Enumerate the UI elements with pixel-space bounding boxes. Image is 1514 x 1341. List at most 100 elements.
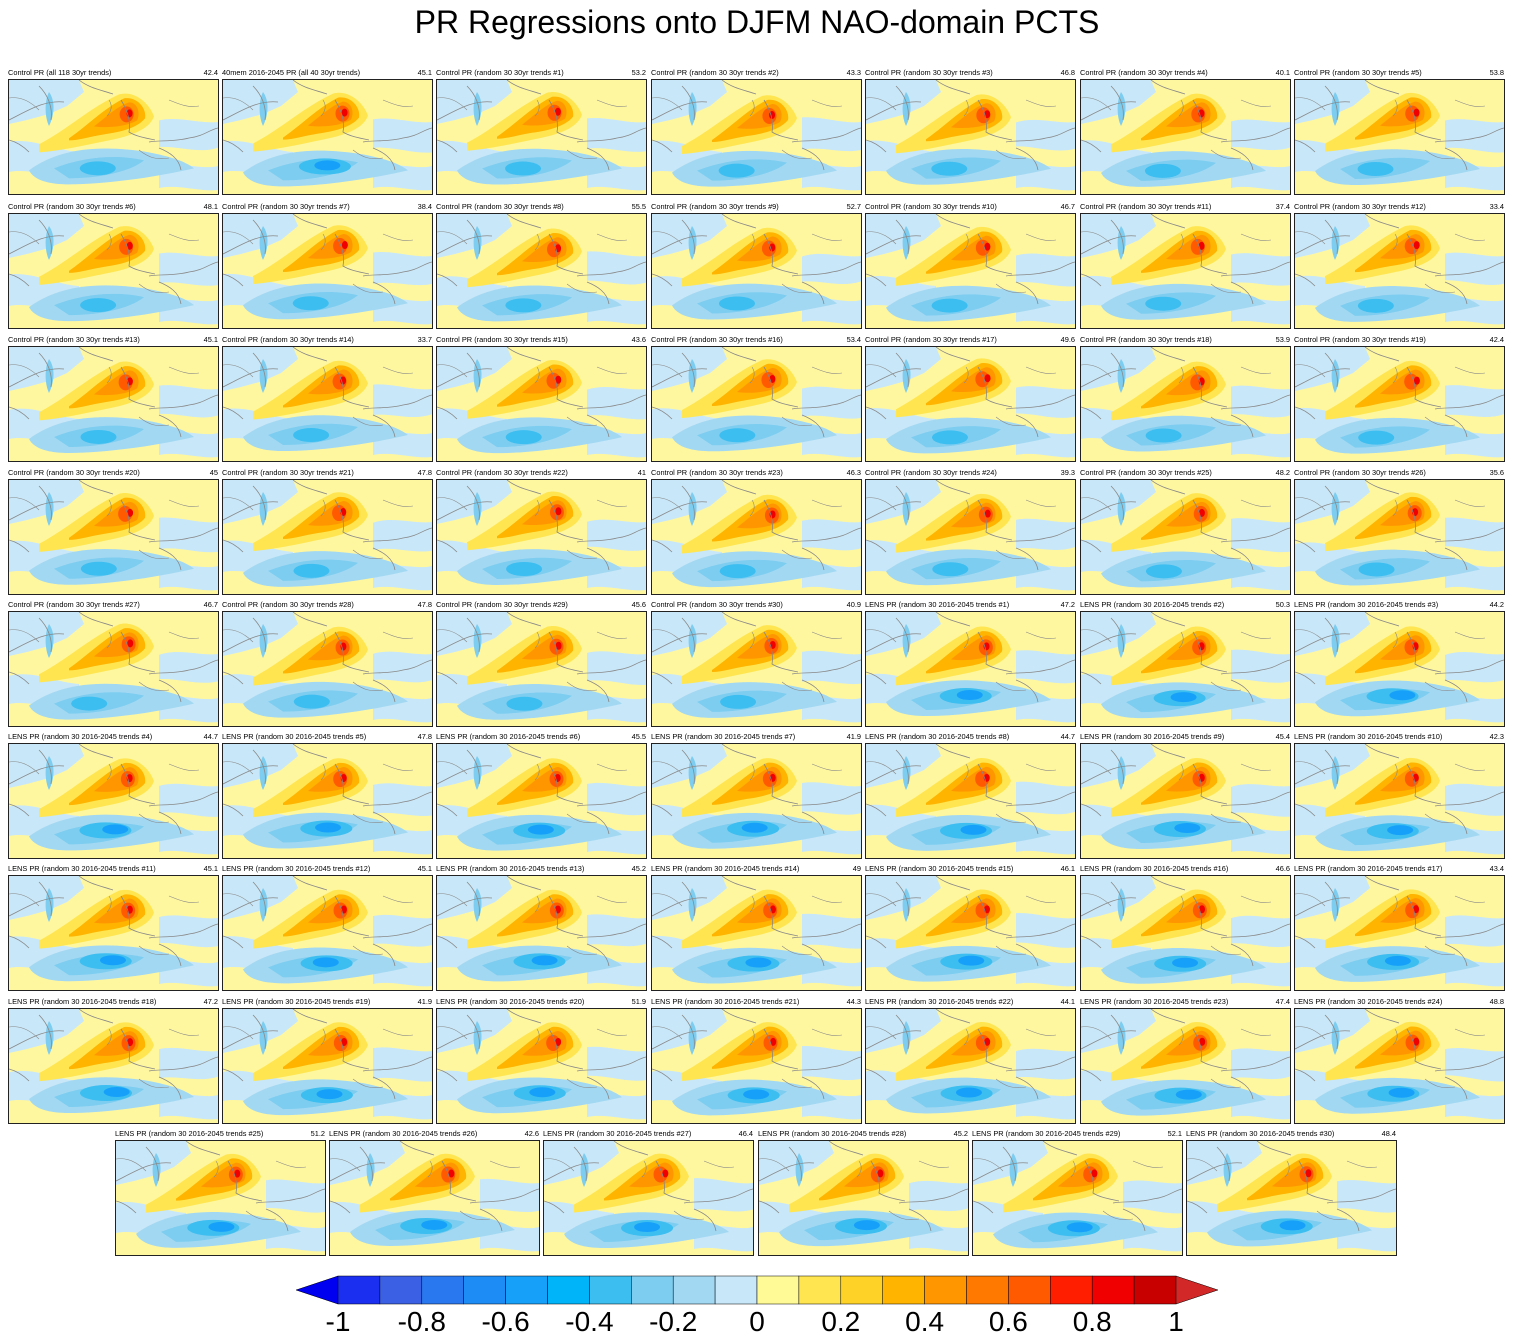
panel-title: LENS PR (random 30 2016-2045 trends #1) bbox=[865, 600, 1010, 609]
regression-map-field bbox=[9, 612, 218, 726]
map-panel: LENS PR (random 30 2016-2045 trends #8) 4… bbox=[865, 730, 1076, 859]
panel-value: 52.7 bbox=[846, 202, 861, 211]
colorbar-swatch bbox=[337, 1275, 381, 1305]
panel-title: Control PR (random 30 30yr trends #25) bbox=[1080, 468, 1212, 477]
panel-title: LENS PR (random 30 2016-2045 trends #8) bbox=[865, 732, 1010, 741]
regression-map bbox=[222, 79, 433, 195]
panel-value: 46.1 bbox=[1060, 864, 1075, 873]
regression-map bbox=[8, 611, 219, 727]
regression-map bbox=[865, 1008, 1076, 1124]
regression-map bbox=[8, 875, 219, 991]
regression-map-field bbox=[330, 1141, 539, 1255]
colorbar-swatch bbox=[589, 1275, 632, 1305]
regression-map-field bbox=[1081, 80, 1290, 194]
map-panel: Control PR (random 30 30yr trends #19) 42… bbox=[1294, 333, 1505, 462]
panel-title: LENS PR (random 30 2016-2045 trends #13) bbox=[436, 864, 585, 873]
map-panel: LENS PR (random 30 2016-2045 trends #23)… bbox=[1080, 995, 1291, 1124]
panel-header: LENS PR (random 30 2016-2045 trends #3) 4… bbox=[1294, 598, 1505, 611]
regression-map-field bbox=[9, 480, 218, 594]
regression-map bbox=[222, 743, 433, 859]
regression-map bbox=[436, 79, 647, 195]
panel-header: Control PR (random 30 30yr trends #18) 53… bbox=[1080, 333, 1291, 346]
colorbar-low-arrow bbox=[296, 1275, 339, 1305]
regression-map-field bbox=[866, 347, 1075, 461]
panel-value: 47.8 bbox=[417, 600, 432, 609]
panel-header: LENS PR (random 30 2016-2045 trends #1) 4… bbox=[865, 598, 1076, 611]
map-panel: Control PR (random 30 30yr trends #14) 33… bbox=[222, 333, 433, 462]
panel-header: Control PR (random 30 30yr trends #6) 48.… bbox=[8, 200, 219, 213]
panel-value: 46.7 bbox=[1060, 202, 1075, 211]
map-panel: Control PR (random 30 30yr trends #24) 39… bbox=[865, 466, 1076, 595]
panel-title: LENS PR (random 30 2016-2045 trends #23) bbox=[1080, 997, 1229, 1006]
colorbar-high-arrow bbox=[1175, 1275, 1218, 1305]
panel-header: LENS PR (random 30 2016-2045 trends #14)… bbox=[651, 862, 862, 875]
regression-map bbox=[8, 79, 219, 195]
colorbar-swatch bbox=[1008, 1275, 1051, 1305]
panel-header: Control PR (random 30 30yr trends #14) 33… bbox=[222, 333, 433, 346]
regression-map bbox=[865, 743, 1076, 859]
panel-value: 53.4 bbox=[846, 335, 861, 344]
panel-title: Control PR (random 30 30yr trends #11) bbox=[1080, 202, 1212, 211]
map-panel: LENS PR (random 30 2016-2045 trends #21)… bbox=[651, 995, 862, 1124]
panel-value: 45 bbox=[209, 468, 218, 477]
colorbar-swatch bbox=[924, 1275, 967, 1305]
panel-title: Control PR (random 30 30yr trends #9) bbox=[651, 202, 779, 211]
panel-title: Control PR (random 30 30yr trends #3) bbox=[865, 68, 993, 77]
panel-title: Control PR (random 30 30yr trends #15) bbox=[436, 335, 568, 344]
map-panel: Control PR (random 30 30yr trends #15) 43… bbox=[436, 333, 647, 462]
colorbar-swatch bbox=[505, 1275, 548, 1305]
map-panel: Control PR (random 30 30yr trends #12) 33… bbox=[1294, 200, 1505, 329]
panel-value: 42.3 bbox=[1489, 732, 1504, 741]
colorbar-swatch bbox=[966, 1275, 1009, 1305]
regression-map bbox=[8, 479, 219, 595]
panel-value: 51.2 bbox=[310, 1129, 325, 1138]
map-panel: LENS PR (random 30 2016-2045 trends #25)… bbox=[115, 1127, 326, 1256]
regression-map bbox=[436, 346, 647, 462]
panel-value: 46.6 bbox=[1275, 864, 1290, 873]
colorbar-tick-label: 0.8 bbox=[1072, 1306, 1112, 1337]
map-panel: LENS PR (random 30 2016-2045 trends #26)… bbox=[329, 1127, 540, 1256]
regression-map bbox=[1080, 79, 1291, 195]
map-panel: LENS PR (random 30 2016-2045 trends #16)… bbox=[1080, 862, 1291, 991]
panel-value: 39.3 bbox=[1060, 468, 1075, 477]
map-panel: LENS PR (random 30 2016-2045 trends #17)… bbox=[1294, 862, 1505, 991]
map-panel: LENS PR (random 30 2016-2045 trends #20)… bbox=[436, 995, 647, 1124]
regression-map bbox=[1186, 1140, 1397, 1256]
panel-value: 44.1 bbox=[1060, 997, 1075, 1006]
panel-title: LENS PR (random 30 2016-2045 trends #30) bbox=[1186, 1129, 1335, 1138]
map-panel: LENS PR (random 30 2016-2045 trends #6) 4… bbox=[436, 730, 647, 859]
regression-map-field bbox=[437, 612, 646, 726]
regression-map bbox=[865, 213, 1076, 329]
panel-title: Control PR (random 30 30yr trends #24) bbox=[865, 468, 997, 477]
panel-value: 42.4 bbox=[203, 68, 218, 77]
map-panel: LENS PR (random 30 2016-2045 trends #29)… bbox=[972, 1127, 1183, 1256]
panel-title: Control PR (random 30 30yr trends #16) bbox=[651, 335, 783, 344]
regression-map bbox=[436, 875, 647, 991]
panel-value: 38.4 bbox=[417, 202, 432, 211]
panel-header: LENS PR (random 30 2016-2045 trends #24)… bbox=[1294, 995, 1505, 1008]
panel-value: 41 bbox=[637, 468, 646, 477]
panel-header: LENS PR (random 30 2016-2045 trends #29)… bbox=[972, 1127, 1183, 1140]
panel-header: Control PR (random 30 30yr trends #13) 45… bbox=[8, 333, 219, 346]
colorbar-swatch bbox=[1050, 1275, 1093, 1305]
panel-title: LENS PR (random 30 2016-2045 trends #12) bbox=[222, 864, 371, 873]
map-panel: LENS PR (random 30 2016-2045 trends #11)… bbox=[8, 862, 219, 991]
regression-map bbox=[8, 1008, 219, 1124]
regression-map-field bbox=[1295, 347, 1504, 461]
regression-map bbox=[651, 611, 862, 727]
map-panel: Control PR (random 30 30yr trends #4) 40.… bbox=[1080, 66, 1291, 195]
regression-map-field bbox=[1295, 80, 1504, 194]
regression-map-field bbox=[437, 744, 646, 858]
panel-header: Control PR (random 30 30yr trends #5) 53.… bbox=[1294, 66, 1505, 79]
panel-value: 46.4 bbox=[738, 1129, 753, 1138]
panel-title: Control PR (random 30 30yr trends #10) bbox=[865, 202, 997, 211]
panel-value: 47.8 bbox=[417, 732, 432, 741]
regression-map bbox=[1294, 479, 1505, 595]
panel-value: 45.2 bbox=[631, 864, 646, 873]
panel-value: 50.3 bbox=[1275, 600, 1290, 609]
figure-title: PR Regressions onto DJFM NAO-domain PCTS bbox=[414, 4, 1100, 40]
regression-map-field bbox=[1081, 1009, 1290, 1123]
panel-title: LENS PR (random 30 2016-2045 trends #3) bbox=[1294, 600, 1439, 609]
regression-map-field bbox=[866, 214, 1075, 328]
panel-title: Control PR (random 30 30yr trends #1) bbox=[436, 68, 564, 77]
